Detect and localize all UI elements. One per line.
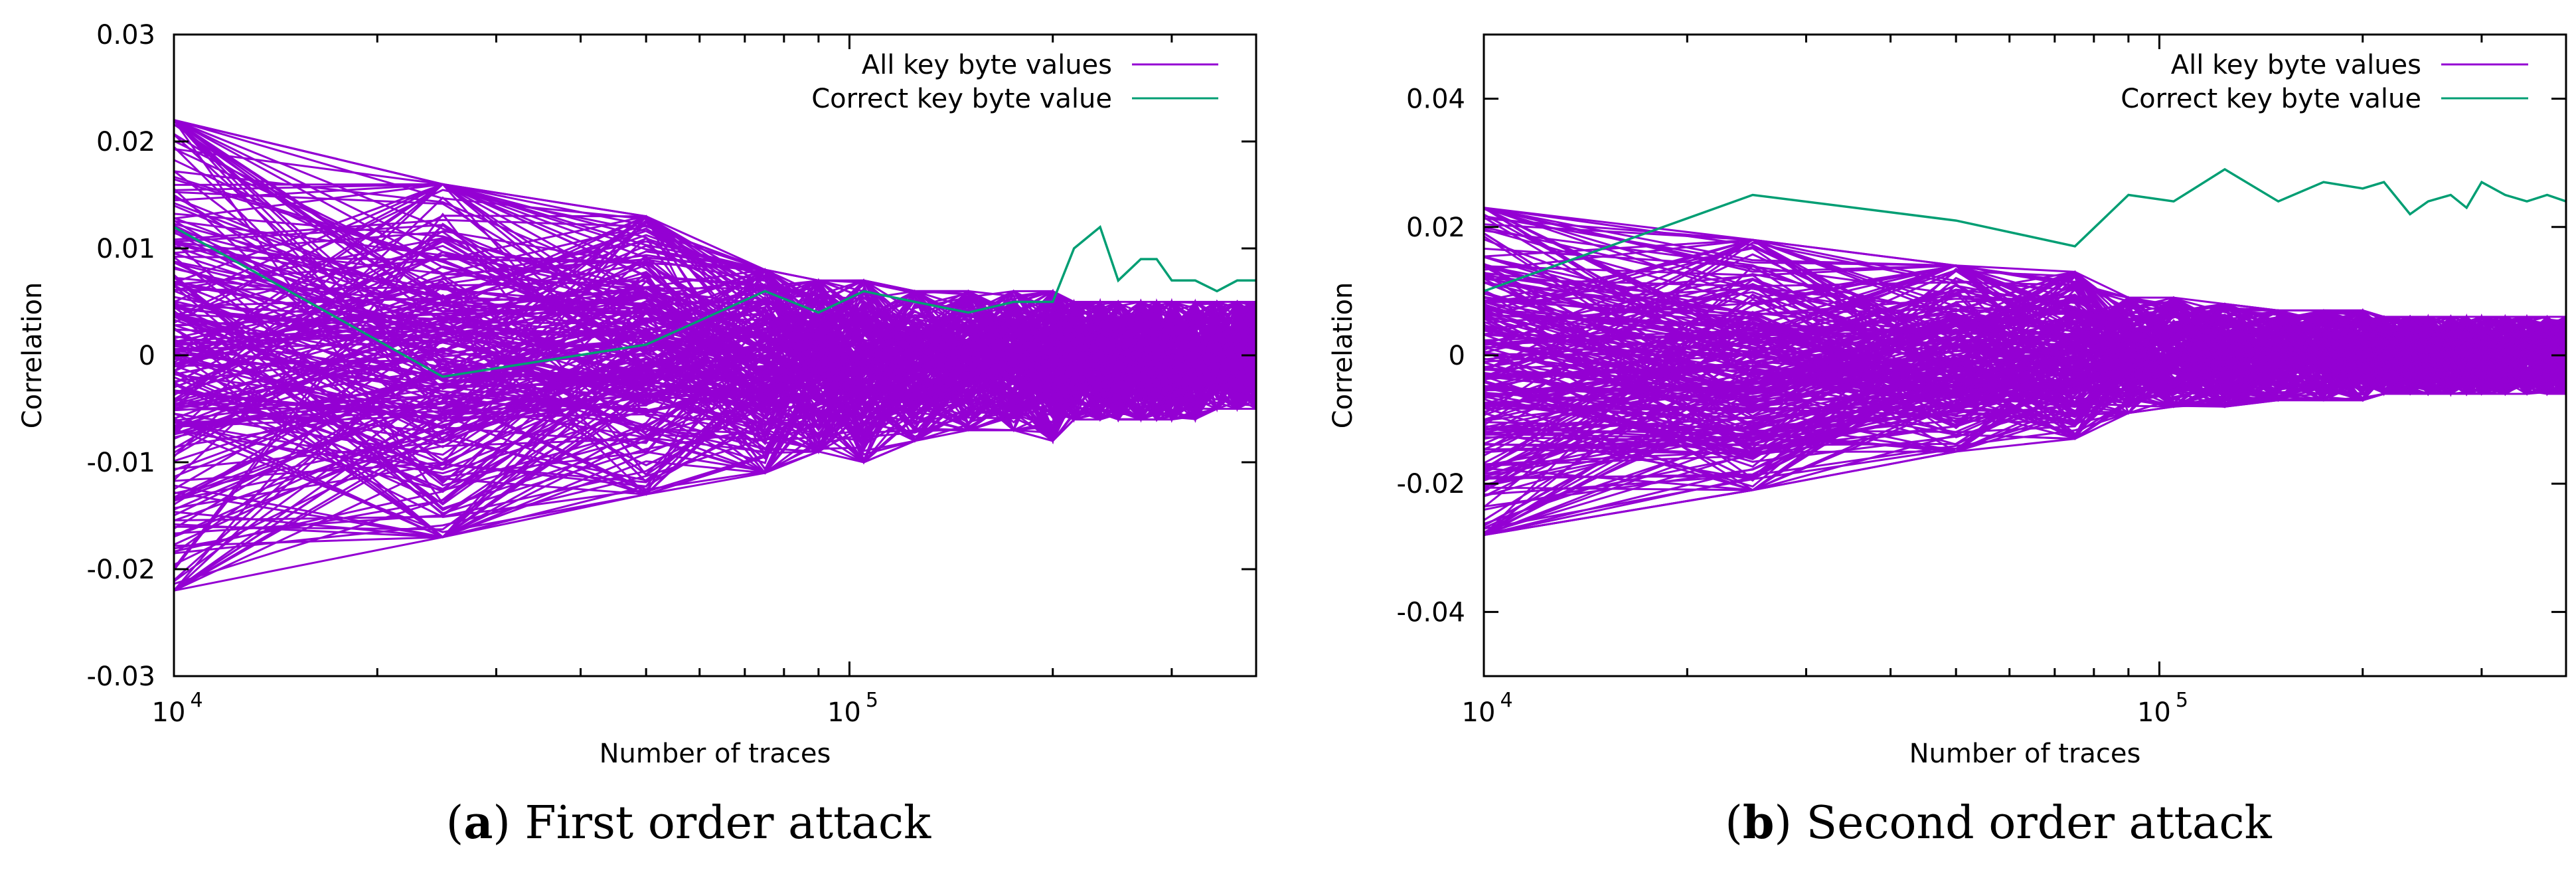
all-key-line: [1483, 278, 2567, 401]
caption-letter-b: b: [1743, 796, 1775, 849]
correct-key-line: [1483, 167, 2567, 293]
caption-letter-a: a: [463, 796, 493, 849]
caption-a: (a) First order attack: [446, 796, 931, 849]
x-tick-exponent: 5: [866, 689, 878, 712]
all-key-line: [1483, 207, 2567, 361]
x-tick-exponent: 4: [190, 689, 202, 712]
all-key-line: [173, 322, 1257, 452]
y-tick-label: -0.01: [87, 448, 156, 478]
all-key-line: [173, 302, 1257, 531]
y-tick-label: -0.02: [87, 555, 156, 585]
all-key-line: [1483, 309, 2567, 393]
x-tick-exponent: 4: [1500, 689, 1512, 712]
all-key-series-b: [1483, 207, 2567, 536]
y-tick-label: 0.02: [1406, 213, 1465, 243]
caption-text-b: Second order attack: [1807, 797, 2273, 849]
all-key-line: [1483, 318, 2567, 490]
x-axis-label-b: Number of traces: [1909, 739, 2141, 769]
legend-label-all-b: All key byte values: [2171, 50, 2421, 80]
y-tick-label: 0: [139, 341, 155, 371]
all-key-line: [173, 317, 1257, 474]
all-key-line: [1483, 314, 2567, 428]
legend-label-all-a: All key byte values: [862, 50, 1112, 80]
y-tick-label: -0.02: [1397, 469, 1466, 499]
y-tick-label: 0.01: [96, 234, 155, 264]
all-key-line: [1483, 207, 2567, 358]
caption-text-a: First order attack: [525, 797, 931, 849]
all-key-line: [1483, 364, 2566, 497]
caption-b: (b) Second order attack: [1725, 796, 2272, 849]
correct-key-series-b: [1483, 167, 2567, 293]
x-tick-label: 10: [827, 697, 861, 728]
legend-label-correct-b: Correct key byte value: [2121, 84, 2421, 114]
all-key-line: [173, 254, 1257, 373]
y-axis-label-a: Correlation: [17, 282, 48, 429]
all-key-line: [1483, 284, 2567, 430]
x-tick-label: 10: [152, 697, 186, 728]
all-key-line: [1483, 213, 2567, 377]
y-tick-label: 0.03: [96, 20, 155, 50]
legend-label-correct-a: Correct key byte value: [811, 84, 1112, 114]
y-tick-label: 0.04: [1406, 84, 1465, 115]
all-key-line: [1483, 347, 2567, 536]
all-key-line: [173, 219, 1257, 387]
x-tick-exponent: 5: [2176, 689, 2188, 712]
all-key-line: [173, 349, 1257, 535]
all-key-line: [1483, 207, 2567, 408]
all-key-line: [1483, 264, 2566, 379]
correct-key-line: [173, 224, 1256, 379]
correct-key-series-a: [173, 224, 1256, 379]
all-key-line: [173, 345, 1257, 493]
y-tick-label: 0: [1449, 341, 1465, 371]
legend-b: All key byte values Correct key byte val…: [2121, 50, 2528, 114]
all-key-line: [173, 119, 1257, 395]
all-key-line: [173, 311, 1257, 453]
x-tick-label: 10: [2137, 697, 2171, 728]
y-tick-label: -0.03: [87, 662, 156, 692]
all-key-line: [173, 124, 1257, 358]
all-key-line: [173, 317, 1257, 539]
all-key-line: [173, 119, 1257, 373]
y-tick-label: 0.02: [96, 127, 155, 157]
all-key-line: [173, 353, 1257, 495]
legend-a: All key byte values Correct key byte val…: [811, 50, 1218, 114]
x-tick-label: 10: [1462, 697, 1496, 728]
y-axis-label-b: Correlation: [1328, 282, 1358, 429]
all-key-series-a: [173, 119, 1257, 592]
x-axis-label-a: Number of traces: [600, 739, 831, 769]
y-tick-label: -0.04: [1397, 597, 1466, 628]
